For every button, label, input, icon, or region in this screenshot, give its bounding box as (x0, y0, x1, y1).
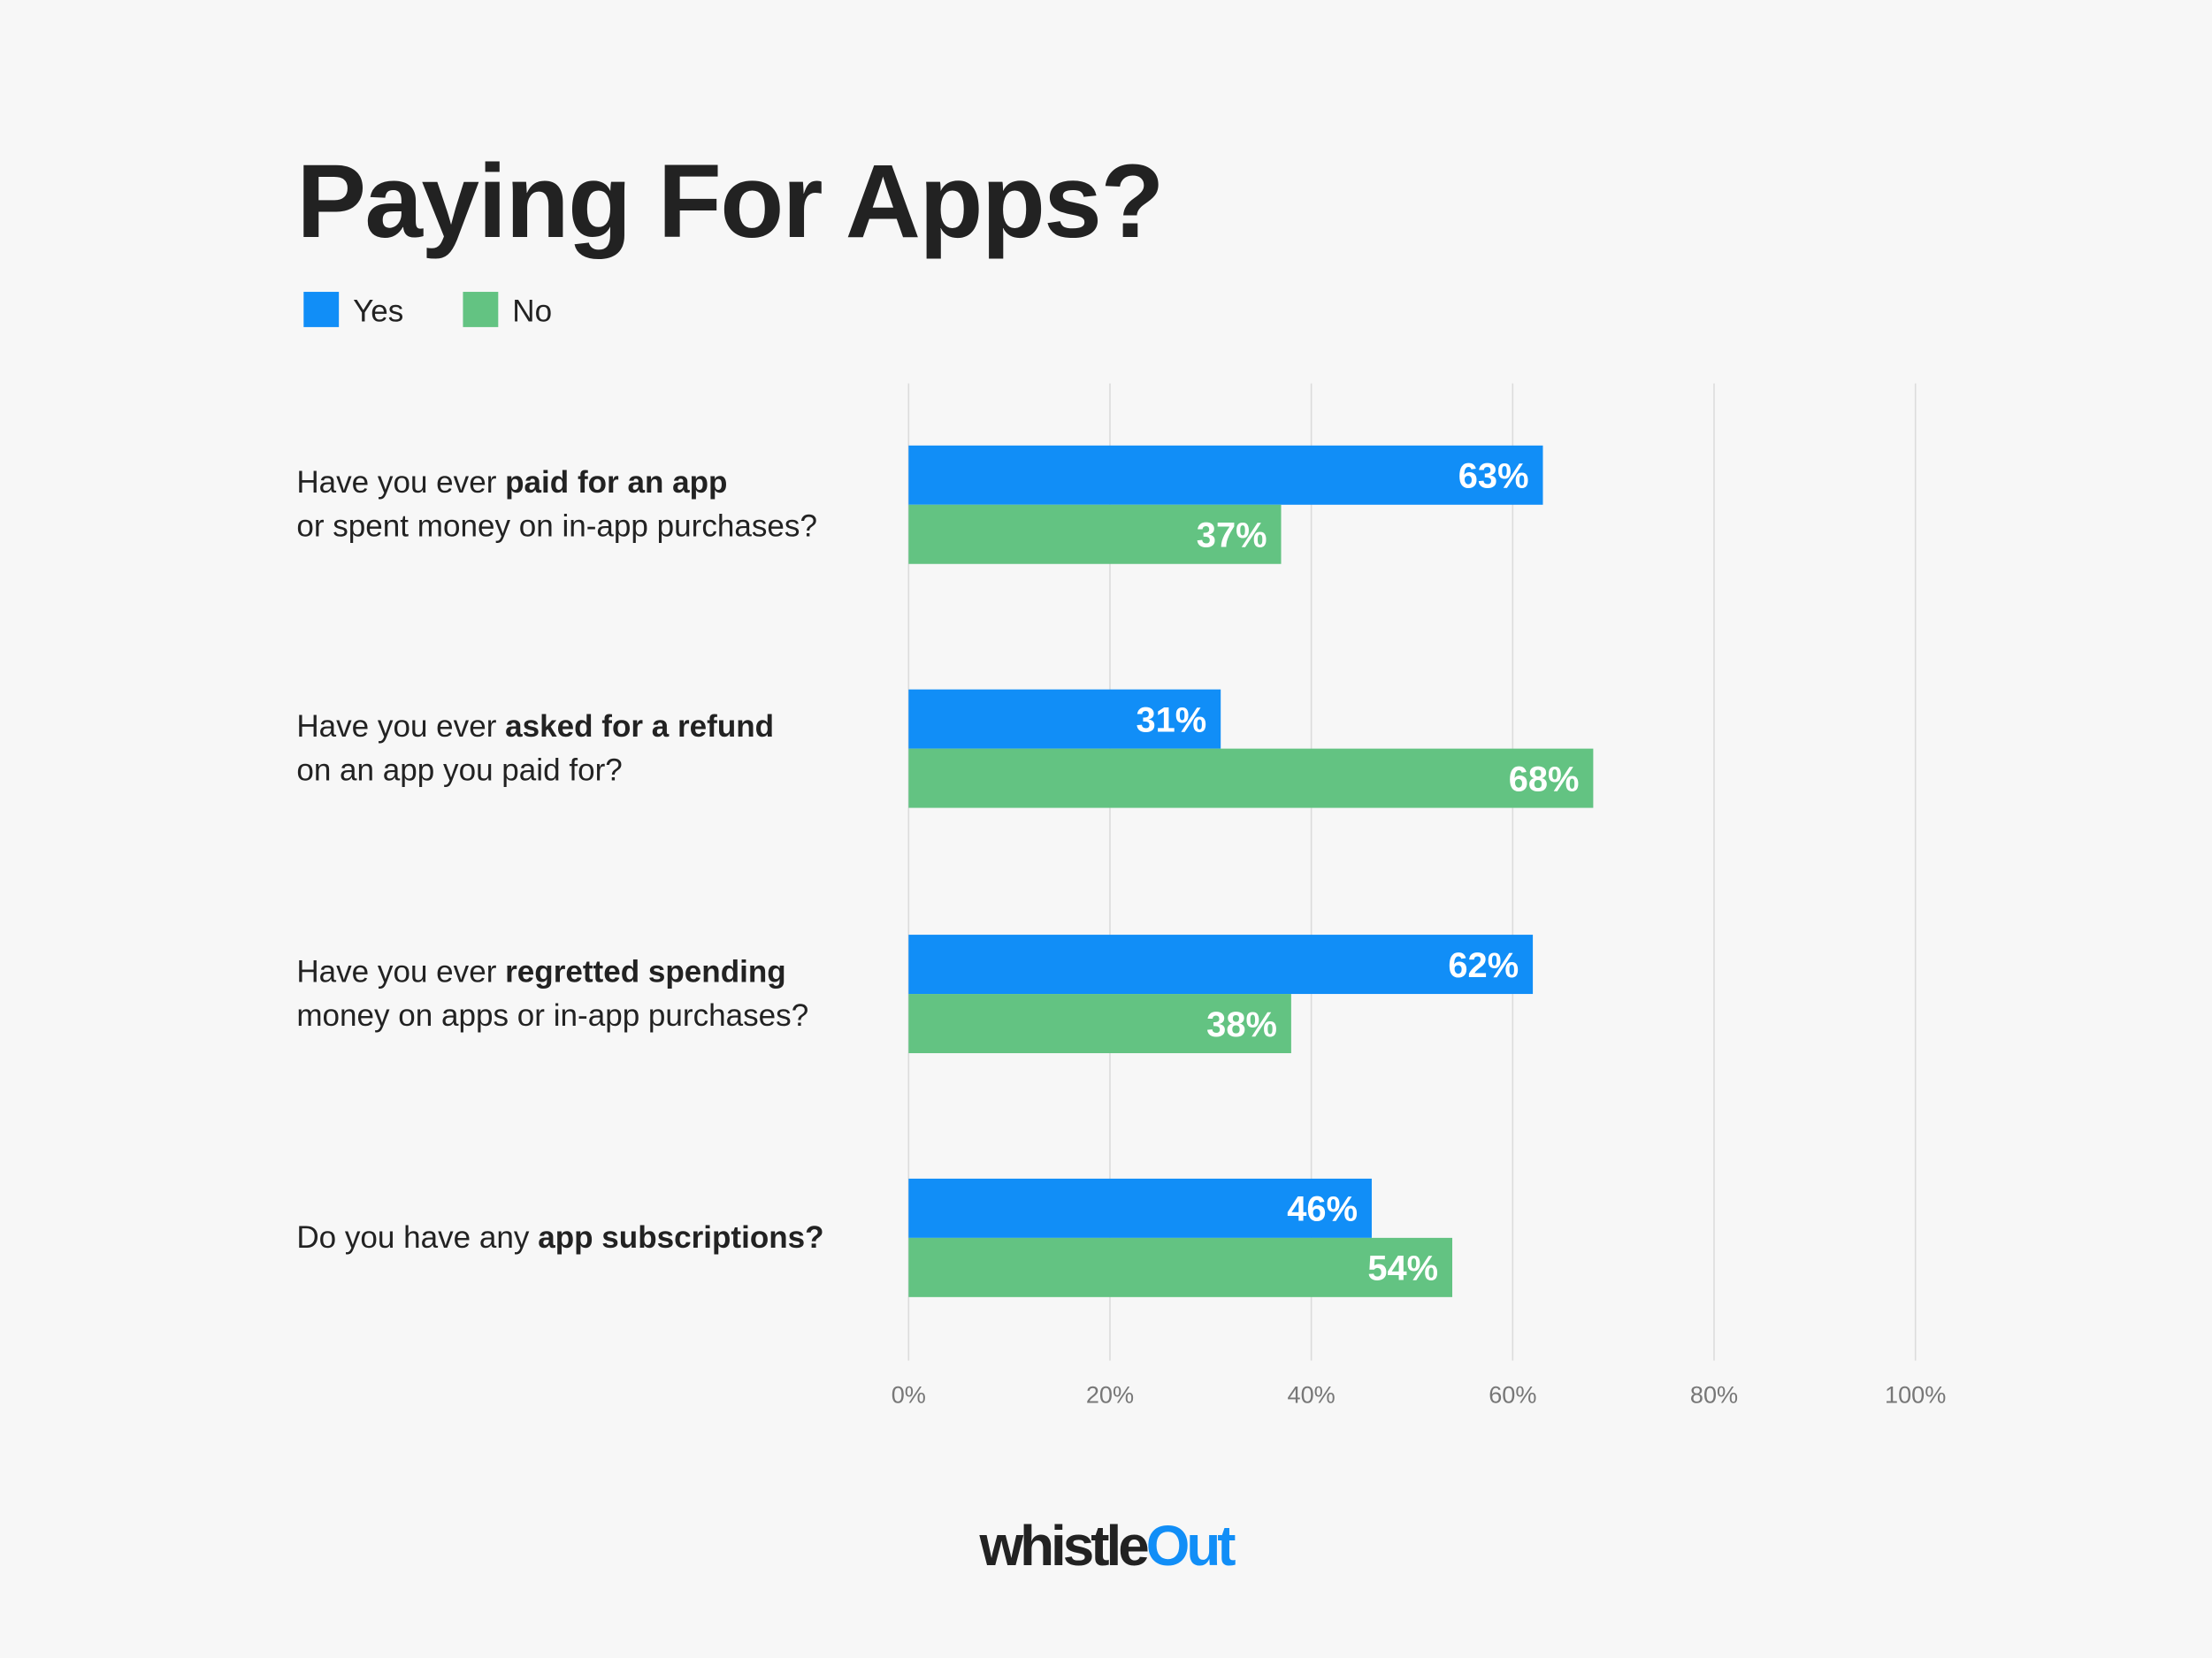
legend-swatch (463, 292, 499, 327)
value-label: 38% (1206, 1005, 1277, 1044)
bar (908, 504, 1282, 564)
legend-label: No (512, 294, 552, 329)
category-label-part: asked for a refund (505, 709, 774, 744)
category-label-part: money on apps or in-app purchases? (296, 998, 808, 1033)
category-label-part: app subscriptions? (538, 1220, 823, 1255)
bar (908, 689, 1221, 749)
category-label-part: Have you ever (296, 465, 505, 500)
bar (908, 994, 1291, 1054)
category-label-part: Have you ever (296, 709, 505, 744)
x-tick-label: 100% (1885, 1380, 1946, 1408)
logo-left: whistle (978, 1514, 1148, 1578)
x-tick-label: 60% (1489, 1380, 1536, 1408)
value-label: 68% (1509, 760, 1580, 798)
value-label: 54% (1367, 1249, 1438, 1288)
value-label: 62% (1448, 946, 1519, 985)
category-label: on an app you paid for? (296, 753, 622, 787)
value-label: 31% (1136, 700, 1206, 739)
bar (908, 1178, 1372, 1238)
x-tick-label: 20% (1086, 1380, 1134, 1408)
category-label-part: on an app you paid for? (296, 753, 622, 787)
category-label: Have you ever paid for an app (296, 465, 727, 500)
bar (908, 935, 1534, 995)
category-label: Have you ever regretted spending (296, 954, 785, 989)
logo: whistleOut (978, 1514, 1236, 1578)
x-tick-label: 0% (892, 1380, 926, 1408)
category-label: money on apps or in-app purchases? (296, 998, 808, 1033)
category-label-part: regretted spending (505, 954, 786, 989)
category-label: Do you have any app subscriptions? (296, 1220, 823, 1255)
bar (908, 748, 1594, 808)
legend-swatch (303, 292, 340, 327)
x-tick-label: 40% (1288, 1380, 1336, 1408)
bar (908, 445, 1543, 505)
x-tick-label: 80% (1690, 1380, 1738, 1408)
logo-right: Out (1146, 1514, 1236, 1578)
value-label: 63% (1458, 457, 1529, 496)
legend-label: Yes (353, 294, 403, 329)
category-label-part: Have you ever (296, 954, 505, 989)
chart-title: Paying For Apps? (296, 143, 1162, 260)
category-label-part: Do you have any (296, 1220, 538, 1255)
category-label: Have you ever asked for a refund (296, 709, 774, 744)
category-label: or spent money on in-app purchases? (296, 509, 817, 544)
category-label-part: or spent money on in-app purchases? (296, 509, 817, 544)
value-label: 37% (1197, 516, 1267, 555)
category-label-part: paid for an app (505, 465, 727, 500)
bar (908, 1237, 1453, 1297)
value-label: 46% (1287, 1190, 1358, 1229)
